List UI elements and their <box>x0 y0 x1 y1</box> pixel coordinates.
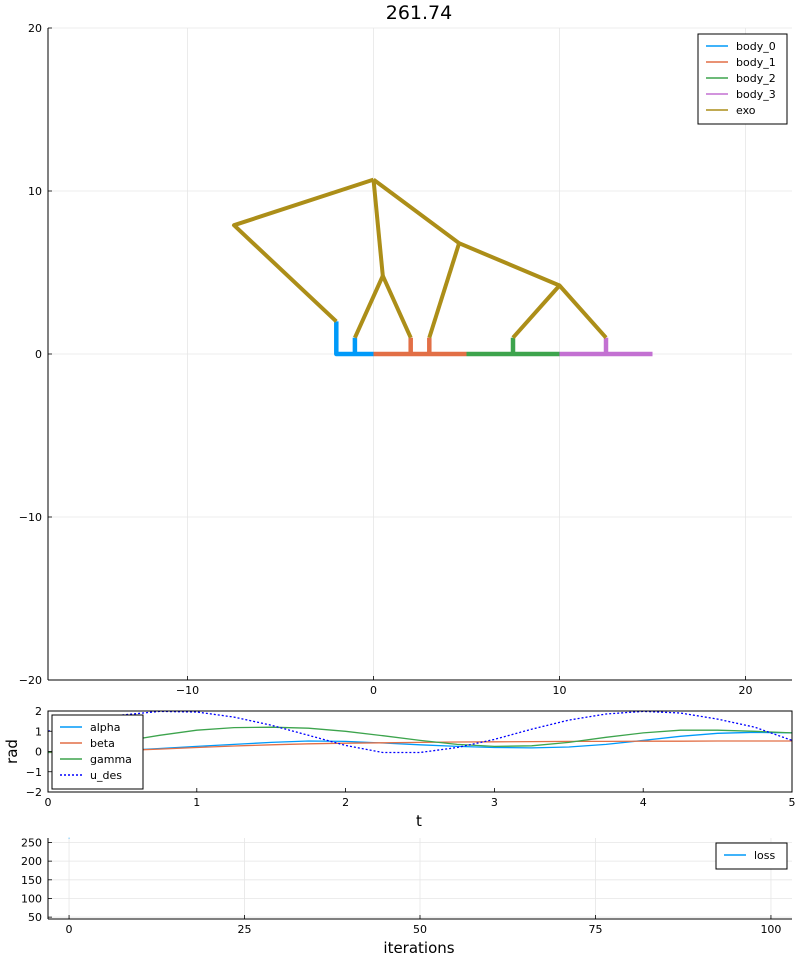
legend-box <box>697 33 788 125</box>
legend-label-u_des: u_des <box>90 769 122 782</box>
legend-label-exo: exo <box>736 104 756 117</box>
x-tick-label: 4 <box>640 796 647 809</box>
exo-link <box>371 179 385 276</box>
series-group <box>47 710 793 754</box>
legend: alpha beta gamma u_des <box>51 714 144 790</box>
y-tick-label: 200 <box>21 855 42 868</box>
y-tick-label: 2 <box>35 705 42 718</box>
legend-label-alpha: alpha <box>90 721 121 734</box>
legend-label-beta: beta <box>90 737 115 750</box>
legend-label-gamma: gamma <box>90 753 132 766</box>
x-tick-label: 2 <box>342 796 349 809</box>
panel-2: 0 25 50 75 100 50 100 150 200 250 iterations loss <box>21 836 792 957</box>
series-group <box>68 837 70 839</box>
x-tick-label: −10 <box>176 684 199 697</box>
legend-label-loss: loss <box>754 849 776 862</box>
body_0-link <box>334 321 374 357</box>
chart-title: 261.74 <box>386 2 452 24</box>
beta-line <box>47 740 792 754</box>
exo-link <box>232 177 375 323</box>
x-axis-label: iterations <box>383 939 454 957</box>
legend: loss <box>715 842 788 870</box>
x-tick-label: 0 <box>370 684 377 697</box>
y-tick-label: −10 <box>19 511 42 524</box>
x-tick-label: 3 <box>491 796 498 809</box>
x-tick-label: 75 <box>588 923 602 936</box>
y-tick-label: 20 <box>28 22 42 35</box>
y-tick-label: 100 <box>21 892 42 905</box>
x-tick-label: 10 <box>553 684 567 697</box>
panel-1: 0 1 2 3 4 5 −2 −1 0 1 2 t rad alpha beta gamma u_des <box>3 705 796 830</box>
x-tick-label: 50 <box>413 923 427 936</box>
exo-link <box>353 273 413 339</box>
x-tick-label: 1 <box>193 796 200 809</box>
x-tick-label: 100 <box>760 923 781 936</box>
legend-label-body_3: body_3 <box>736 88 776 101</box>
y-tick-label: −2 <box>26 786 42 799</box>
x-tick-label: 5 <box>789 796 796 809</box>
y-tick-label: 1 <box>35 725 42 738</box>
panel-0: −10 0 10 20−20−1001020261.74body_0body_1bod… <box>19 2 792 697</box>
exo-link <box>372 177 561 288</box>
series-group <box>232 177 653 357</box>
y-tick-label: 250 <box>21 836 42 849</box>
legend-label-body_1: body_1 <box>736 56 776 69</box>
y-tick-label: 0 <box>35 746 42 759</box>
x-tick-label: 0 <box>66 923 73 936</box>
gamma-line <box>47 726 793 754</box>
alpha-line <box>47 731 793 754</box>
x-axis-label: t <box>416 812 422 830</box>
y-tick-label: 10 <box>28 185 42 198</box>
x-tick-label: 25 <box>238 923 252 936</box>
plot-frame <box>47 710 793 793</box>
y-axis-label: rad <box>3 739 21 764</box>
legend-box <box>715 842 788 870</box>
legend-label-body_0: body_0 <box>736 40 776 53</box>
y-tick-label: 50 <box>28 911 42 924</box>
y-tick-label: 0 <box>35 348 42 361</box>
exo-link <box>511 283 608 340</box>
loss-point <box>68 837 70 839</box>
y-tick-label: −20 <box>19 674 42 687</box>
y-tick-label: 150 <box>21 874 42 887</box>
x-tick-label: 20 <box>739 684 753 697</box>
legend-label-body_2: body_2 <box>736 72 776 85</box>
x-tick-label: 0 <box>45 796 52 809</box>
y-tick-label: −1 <box>26 766 42 779</box>
exo-link <box>427 242 462 339</box>
u_des-line <box>47 710 793 754</box>
